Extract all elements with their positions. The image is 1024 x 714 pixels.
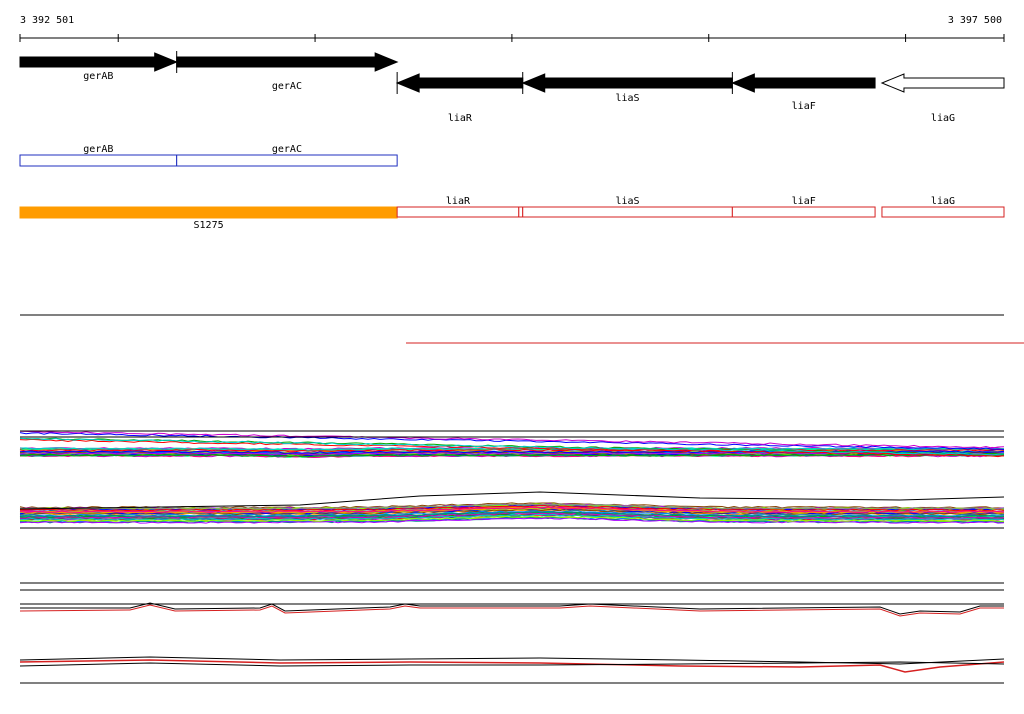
blue-annotation-track: gerAB gerAC bbox=[19, 144, 398, 167]
gene-label-liaR: liaR bbox=[448, 113, 473, 124]
red-segment-liaG[interactable] bbox=[881, 206, 1005, 218]
gene-label-liaS: liaS bbox=[615, 93, 639, 104]
red-segment-liaF[interactable] bbox=[731, 206, 876, 218]
red-segment-label: liaG bbox=[931, 196, 955, 207]
profile-envelope bbox=[19, 491, 1005, 510]
profile-line bbox=[19, 437, 1005, 456]
profile-line bbox=[19, 506, 1005, 514]
gene-label-liaG: liaG bbox=[931, 113, 955, 124]
transcript-segment-track: S1275 liaR liaS liaF liaG bbox=[19, 196, 1005, 231]
blue-segment-label: gerAB bbox=[83, 144, 113, 155]
highlighted-segment-label: S1275 bbox=[194, 220, 224, 231]
gene-arrow-liaG[interactable] bbox=[880, 73, 1005, 93]
profile-line bbox=[19, 507, 1005, 514]
gene-arrow-gerAB[interactable] bbox=[19, 52, 179, 72]
profile-line bbox=[19, 517, 1005, 524]
profile-line bbox=[19, 452, 1005, 456]
highlighted-segment-S1275[interactable] bbox=[19, 206, 398, 219]
expression-profile-panel-upper bbox=[19, 430, 1005, 459]
profile-line bbox=[19, 432, 1005, 450]
strand-line-red bbox=[19, 604, 1004, 617]
gene-label-gerAB: gerAB bbox=[83, 71, 113, 82]
gene-arrow-liaF[interactable] bbox=[731, 73, 876, 93]
profile-line bbox=[19, 511, 1005, 518]
red-segment-liaR[interactable] bbox=[396, 206, 520, 218]
gene-label-liaF: liaF bbox=[792, 101, 816, 112]
profile-line bbox=[19, 448, 1005, 453]
profile-line bbox=[19, 503, 1005, 510]
blue-segment-label: gerAC bbox=[272, 144, 302, 155]
strand-line-black bbox=[20, 602, 1004, 615]
red-segment[interactable] bbox=[518, 206, 524, 218]
coordinate-ruler: 3 392 501 3 397 500 bbox=[19, 15, 1005, 42]
profile-line bbox=[19, 447, 1005, 451]
profile-line bbox=[20, 504, 1005, 512]
red-segment-label: liaF bbox=[792, 196, 816, 207]
profile-line bbox=[19, 430, 1005, 449]
red-segment-liaS[interactable] bbox=[522, 206, 733, 218]
profile-line bbox=[20, 437, 1005, 455]
gene-label-gerAC: gerAC bbox=[272, 81, 302, 92]
expression-profile-panel-lower bbox=[19, 491, 1005, 529]
gene-arrow-liaR[interactable] bbox=[395, 73, 524, 93]
profile-line bbox=[19, 515, 1004, 522]
blue-segment-gerAB[interactable] bbox=[19, 154, 178, 167]
gene-arrow-liaS[interactable] bbox=[521, 73, 733, 93]
red-segment-label: liaR bbox=[446, 196, 471, 207]
profile-line bbox=[19, 513, 1005, 521]
profile-line bbox=[19, 453, 1005, 458]
gene-track: gerAB gerAC liaR liaS liaF liaG bbox=[19, 51, 1005, 124]
strand-line-red bbox=[19, 659, 1005, 673]
strand-profile-panel bbox=[19, 602, 1005, 684]
ruler-ticks bbox=[19, 34, 1005, 42]
strand-line-black bbox=[19, 661, 1005, 667]
red-segment-label: liaS bbox=[615, 196, 639, 207]
ruler-end-label: 3 397 500 bbox=[948, 15, 1002, 26]
gene-arrow-gerAC[interactable] bbox=[176, 52, 399, 72]
strand-line-black bbox=[19, 656, 1005, 665]
ruler-start-label: 3 392 501 bbox=[20, 15, 74, 26]
blue-segment-gerAC[interactable] bbox=[176, 154, 398, 167]
